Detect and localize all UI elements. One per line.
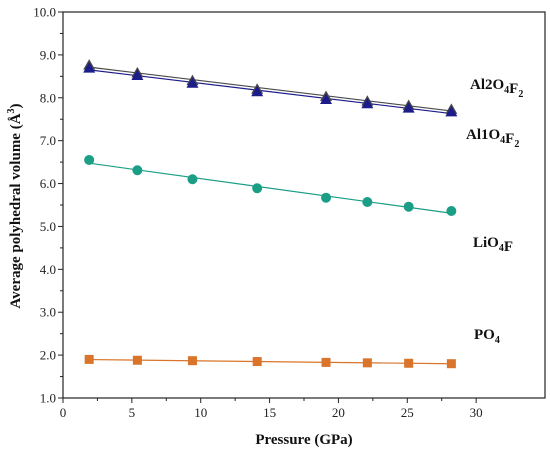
square-point <box>362 358 372 368</box>
y-tick-label: 1.0 <box>40 391 56 406</box>
y-tick-label: 3.0 <box>40 305 56 320</box>
circle-point <box>403 201 414 212</box>
y-tick-label: 4.0 <box>40 262 56 277</box>
square-point <box>446 359 456 369</box>
y-tick-label: 5.0 <box>40 219 56 234</box>
circle-point <box>446 206 457 217</box>
y-tick-label: 8.0 <box>40 90 56 105</box>
square-point <box>321 357 331 367</box>
triangle-point <box>251 85 264 97</box>
triangle-point <box>361 97 374 109</box>
triangle-point <box>402 102 415 113</box>
fit-lines <box>89 66 452 365</box>
data-points <box>83 59 458 369</box>
series-labels: Al2O4F2 Al1O4F2 LiO4F PO4 <box>466 77 523 346</box>
triangle-point <box>445 105 458 117</box>
axis-ticks: 0 5 10 15 20 25 30 1.0 2.0 3.0 4.0 5.0 6.0 7.0 8.0 9.0 1… <box>33 5 482 421</box>
circle-point <box>187 174 198 185</box>
x-tick-label: 20 <box>332 405 345 420</box>
square-point <box>187 356 197 366</box>
series-label: Al1O4F2 <box>466 127 519 150</box>
triangle-point <box>186 77 199 88</box>
plot-border <box>62 11 546 399</box>
circle-point <box>362 196 373 207</box>
fit-line <box>89 66 452 112</box>
x-tick-label: 30 <box>470 405 483 420</box>
triangle-point <box>131 69 144 80</box>
circle-point <box>252 183 263 194</box>
circle-point <box>321 192 332 203</box>
y-tick-label: 2.0 <box>40 348 56 363</box>
y-tick-label: 6.0 <box>40 176 56 191</box>
square-point <box>132 355 142 365</box>
y-axis-title: Average polyhedral volume (Å3) <box>6 103 24 308</box>
triangle-point <box>83 62 96 73</box>
x-tick-label: 5 <box>129 405 136 420</box>
y-tick-label: 9.0 <box>40 47 56 62</box>
series-label: LiO4F <box>473 235 513 255</box>
series-label: PO4 <box>474 327 500 346</box>
fit-line <box>89 358 452 365</box>
square-point <box>84 354 94 364</box>
square-point <box>404 358 414 368</box>
circle-point <box>84 154 95 165</box>
square-point <box>252 357 262 367</box>
y-tick-label: 10.0 <box>33 5 56 20</box>
x-tick-label: 25 <box>401 405 414 420</box>
series-label: Al2O4F2 <box>470 77 523 100</box>
triangle-point <box>320 93 333 104</box>
fit-line <box>89 69 452 115</box>
x-tick-label: 15 <box>263 405 276 420</box>
x-axis-title: Pressure (GPa) <box>255 432 352 448</box>
plot-frame <box>62 11 546 399</box>
fit-line <box>89 162 452 214</box>
x-tick-label: 10 <box>194 405 207 420</box>
x-tick-label: 0 <box>60 405 67 420</box>
y-tick-label: 7.0 <box>40 133 56 148</box>
circle-point <box>132 165 143 176</box>
